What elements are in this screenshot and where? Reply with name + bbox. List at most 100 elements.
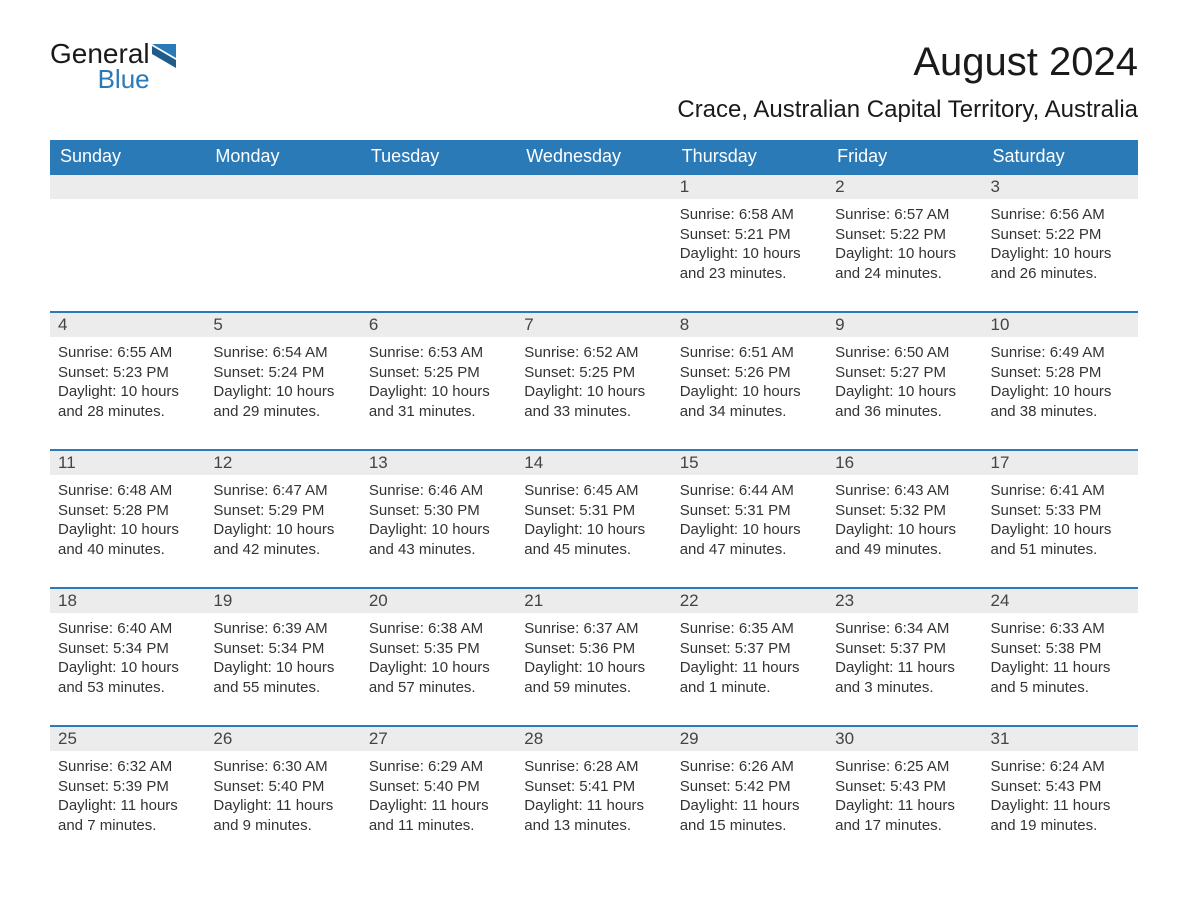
empty-daynum bbox=[516, 175, 671, 199]
calendar-day-cell: 19Sunrise: 6:39 AMSunset: 5:34 PMDayligh… bbox=[205, 588, 360, 726]
day-data: Sunrise: 6:53 AMSunset: 5:25 PMDaylight:… bbox=[361, 337, 516, 449]
day-number: 14 bbox=[516, 451, 671, 475]
calendar-empty-cell bbox=[50, 174, 205, 312]
weekday-header: Friday bbox=[827, 140, 982, 174]
day-number: 11 bbox=[50, 451, 205, 475]
calendar-day-cell: 20Sunrise: 6:38 AMSunset: 5:35 PMDayligh… bbox=[361, 588, 516, 726]
day-number: 28 bbox=[516, 727, 671, 751]
day-number: 3 bbox=[983, 175, 1138, 199]
day-number: 30 bbox=[827, 727, 982, 751]
weekday-header: Saturday bbox=[983, 140, 1138, 174]
day-number: 27 bbox=[361, 727, 516, 751]
weekday-header: Thursday bbox=[672, 140, 827, 174]
logo-blue: Blue bbox=[50, 66, 150, 92]
weekday-header: Sunday bbox=[50, 140, 205, 174]
day-data: Sunrise: 6:38 AMSunset: 5:35 PMDaylight:… bbox=[361, 613, 516, 725]
day-number: 12 bbox=[205, 451, 360, 475]
calendar-day-cell: 29Sunrise: 6:26 AMSunset: 5:42 PMDayligh… bbox=[672, 726, 827, 863]
calendar-week-row: 11Sunrise: 6:48 AMSunset: 5:28 PMDayligh… bbox=[50, 450, 1138, 588]
calendar-day-cell: 9Sunrise: 6:50 AMSunset: 5:27 PMDaylight… bbox=[827, 312, 982, 450]
day-data: Sunrise: 6:32 AMSunset: 5:39 PMDaylight:… bbox=[50, 751, 205, 863]
day-data: Sunrise: 6:39 AMSunset: 5:34 PMDaylight:… bbox=[205, 613, 360, 725]
calendar-week-row: 25Sunrise: 6:32 AMSunset: 5:39 PMDayligh… bbox=[50, 726, 1138, 863]
day-number: 19 bbox=[205, 589, 360, 613]
calendar-empty-cell bbox=[516, 174, 671, 312]
calendar-day-cell: 16Sunrise: 6:43 AMSunset: 5:32 PMDayligh… bbox=[827, 450, 982, 588]
calendar-day-cell: 6Sunrise: 6:53 AMSunset: 5:25 PMDaylight… bbox=[361, 312, 516, 450]
day-number: 13 bbox=[361, 451, 516, 475]
day-data: Sunrise: 6:37 AMSunset: 5:36 PMDaylight:… bbox=[516, 613, 671, 725]
calendar-day-cell: 24Sunrise: 6:33 AMSunset: 5:38 PMDayligh… bbox=[983, 588, 1138, 726]
calendar-week-row: 4Sunrise: 6:55 AMSunset: 5:23 PMDaylight… bbox=[50, 312, 1138, 450]
day-data: Sunrise: 6:25 AMSunset: 5:43 PMDaylight:… bbox=[827, 751, 982, 863]
day-number: 18 bbox=[50, 589, 205, 613]
calendar-day-cell: 15Sunrise: 6:44 AMSunset: 5:31 PMDayligh… bbox=[672, 450, 827, 588]
day-data: Sunrise: 6:44 AMSunset: 5:31 PMDaylight:… bbox=[672, 475, 827, 587]
day-number: 2 bbox=[827, 175, 982, 199]
calendar-day-cell: 5Sunrise: 6:54 AMSunset: 5:24 PMDaylight… bbox=[205, 312, 360, 450]
calendar-day-cell: 8Sunrise: 6:51 AMSunset: 5:26 PMDaylight… bbox=[672, 312, 827, 450]
day-data: Sunrise: 6:29 AMSunset: 5:40 PMDaylight:… bbox=[361, 751, 516, 863]
day-data: Sunrise: 6:41 AMSunset: 5:33 PMDaylight:… bbox=[983, 475, 1138, 587]
calendar-day-cell: 25Sunrise: 6:32 AMSunset: 5:39 PMDayligh… bbox=[50, 726, 205, 863]
location-subtitle: Crace, Australian Capital Territory, Aus… bbox=[50, 96, 1138, 124]
day-number: 16 bbox=[827, 451, 982, 475]
day-number: 6 bbox=[361, 313, 516, 337]
day-number: 23 bbox=[827, 589, 982, 613]
day-data: Sunrise: 6:55 AMSunset: 5:23 PMDaylight:… bbox=[50, 337, 205, 449]
page-title: August 2024 bbox=[913, 40, 1138, 85]
calendar-day-cell: 23Sunrise: 6:34 AMSunset: 5:37 PMDayligh… bbox=[827, 588, 982, 726]
day-number: 9 bbox=[827, 313, 982, 337]
day-number: 10 bbox=[983, 313, 1138, 337]
day-data: Sunrise: 6:46 AMSunset: 5:30 PMDaylight:… bbox=[361, 475, 516, 587]
calendar-day-cell: 7Sunrise: 6:52 AMSunset: 5:25 PMDaylight… bbox=[516, 312, 671, 450]
day-data: Sunrise: 6:56 AMSunset: 5:22 PMDaylight:… bbox=[983, 199, 1138, 311]
calendar-body: 1Sunrise: 6:58 AMSunset: 5:21 PMDaylight… bbox=[50, 174, 1138, 863]
calendar-day-cell: 2Sunrise: 6:57 AMSunset: 5:22 PMDaylight… bbox=[827, 174, 982, 312]
calendar-day-cell: 13Sunrise: 6:46 AMSunset: 5:30 PMDayligh… bbox=[361, 450, 516, 588]
calendar-day-cell: 30Sunrise: 6:25 AMSunset: 5:43 PMDayligh… bbox=[827, 726, 982, 863]
day-data: Sunrise: 6:30 AMSunset: 5:40 PMDaylight:… bbox=[205, 751, 360, 863]
day-number: 5 bbox=[205, 313, 360, 337]
logo-flag-icon bbox=[152, 44, 186, 73]
day-data: Sunrise: 6:49 AMSunset: 5:28 PMDaylight:… bbox=[983, 337, 1138, 449]
calendar-empty-cell bbox=[361, 174, 516, 312]
calendar-empty-cell bbox=[205, 174, 360, 312]
weekday-header: Wednesday bbox=[516, 140, 671, 174]
day-number: 15 bbox=[672, 451, 827, 475]
day-data: Sunrise: 6:48 AMSunset: 5:28 PMDaylight:… bbox=[50, 475, 205, 587]
day-number: 8 bbox=[672, 313, 827, 337]
calendar-day-cell: 22Sunrise: 6:35 AMSunset: 5:37 PMDayligh… bbox=[672, 588, 827, 726]
day-data: Sunrise: 6:50 AMSunset: 5:27 PMDaylight:… bbox=[827, 337, 982, 449]
empty-daynum bbox=[50, 175, 205, 199]
day-data: Sunrise: 6:51 AMSunset: 5:26 PMDaylight:… bbox=[672, 337, 827, 449]
day-data: Sunrise: 6:58 AMSunset: 5:21 PMDaylight:… bbox=[672, 199, 827, 311]
calendar-day-cell: 27Sunrise: 6:29 AMSunset: 5:40 PMDayligh… bbox=[361, 726, 516, 863]
day-data: Sunrise: 6:33 AMSunset: 5:38 PMDaylight:… bbox=[983, 613, 1138, 725]
calendar-day-cell: 18Sunrise: 6:40 AMSunset: 5:34 PMDayligh… bbox=[50, 588, 205, 726]
empty-daynum bbox=[361, 175, 516, 199]
day-data: Sunrise: 6:28 AMSunset: 5:41 PMDaylight:… bbox=[516, 751, 671, 863]
weekday-header: Tuesday bbox=[361, 140, 516, 174]
calendar-table: SundayMondayTuesdayWednesdayThursdayFrid… bbox=[50, 140, 1138, 863]
logo-text: General Blue bbox=[50, 40, 150, 92]
day-number: 29 bbox=[672, 727, 827, 751]
calendar-day-cell: 11Sunrise: 6:48 AMSunset: 5:28 PMDayligh… bbox=[50, 450, 205, 588]
day-number: 4 bbox=[50, 313, 205, 337]
day-number: 25 bbox=[50, 727, 205, 751]
day-number: 1 bbox=[672, 175, 827, 199]
day-data: Sunrise: 6:45 AMSunset: 5:31 PMDaylight:… bbox=[516, 475, 671, 587]
calendar-day-cell: 17Sunrise: 6:41 AMSunset: 5:33 PMDayligh… bbox=[983, 450, 1138, 588]
day-number: 26 bbox=[205, 727, 360, 751]
calendar-day-cell: 1Sunrise: 6:58 AMSunset: 5:21 PMDaylight… bbox=[672, 174, 827, 312]
empty-daynum bbox=[205, 175, 360, 199]
day-data: Sunrise: 6:34 AMSunset: 5:37 PMDaylight:… bbox=[827, 613, 982, 725]
day-number: 24 bbox=[983, 589, 1138, 613]
day-data: Sunrise: 6:26 AMSunset: 5:42 PMDaylight:… bbox=[672, 751, 827, 863]
calendar-day-cell: 26Sunrise: 6:30 AMSunset: 5:40 PMDayligh… bbox=[205, 726, 360, 863]
calendar-header-row: SundayMondayTuesdayWednesdayThursdayFrid… bbox=[50, 140, 1138, 174]
calendar-day-cell: 10Sunrise: 6:49 AMSunset: 5:28 PMDayligh… bbox=[983, 312, 1138, 450]
calendar-day-cell: 31Sunrise: 6:24 AMSunset: 5:43 PMDayligh… bbox=[983, 726, 1138, 863]
calendar-day-cell: 4Sunrise: 6:55 AMSunset: 5:23 PMDaylight… bbox=[50, 312, 205, 450]
calendar-day-cell: 21Sunrise: 6:37 AMSunset: 5:36 PMDayligh… bbox=[516, 588, 671, 726]
